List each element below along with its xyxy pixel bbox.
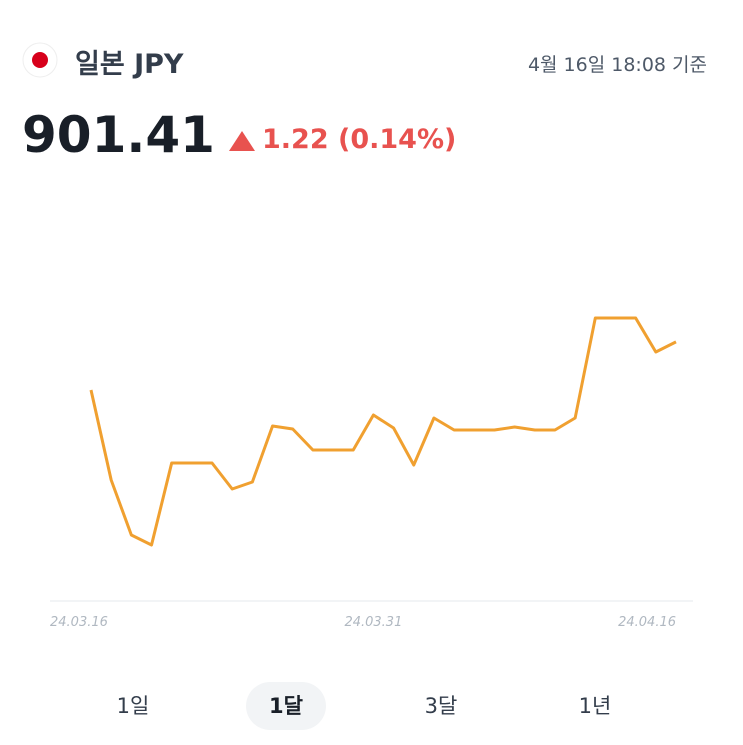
- x-tick-label: 24.04.16: [618, 615, 676, 630]
- tab[interactable]: 3달: [424, 694, 458, 718]
- tab[interactable]: 1년: [578, 694, 612, 718]
- tab[interactable]: 1일: [116, 694, 150, 718]
- line: [89, 316, 677, 547]
- x-tick-label: 24.03.16: [50, 615, 108, 630]
- flag: [22, 42, 58, 78]
- chart: 24.03.16 24.03.31 24.04.16: [50, 316, 693, 630]
- x-tick-label: 24.03.31: [344, 615, 402, 630]
- tab[interactable]: 1달: [246, 682, 326, 730]
- up-arrow: [229, 131, 255, 151]
- title: 일본 JPY: [75, 49, 184, 80]
- timestamp: 4월 16일 18:08 기준: [527, 54, 707, 76]
- change: 1.22 (0.14%): [262, 124, 457, 155]
- price: 901.41: [22, 106, 215, 164]
